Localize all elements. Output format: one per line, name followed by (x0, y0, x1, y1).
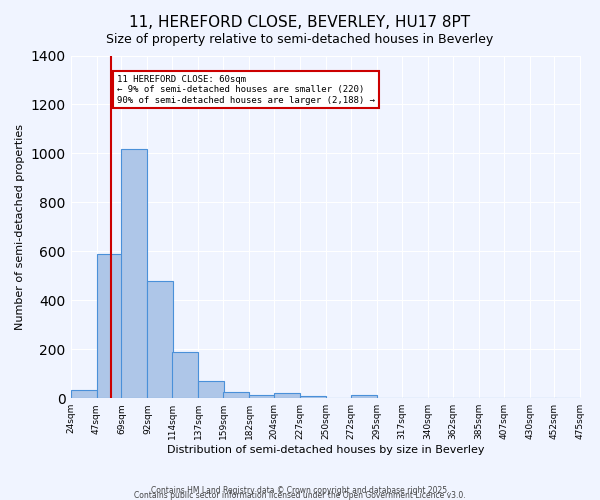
Text: 11, HEREFORD CLOSE, BEVERLEY, HU17 8PT: 11, HEREFORD CLOSE, BEVERLEY, HU17 8PT (130, 15, 470, 30)
Y-axis label: Number of semi-detached properties: Number of semi-detached properties (15, 124, 25, 330)
Bar (121, 148, 148, 398)
Bar (199, 381, 224, 398)
Bar (249, 394, 275, 398)
X-axis label: Distribution of semi-detached houses by size in Beverley: Distribution of semi-detached houses by … (167, 445, 484, 455)
Text: 11 HEREFORD CLOSE: 60sqm
← 9% of semi-detached houses are smaller (220)
90% of s: 11 HEREFORD CLOSE: 60sqm ← 9% of semi-de… (117, 75, 375, 105)
Bar (148, 280, 173, 398)
Bar (300, 396, 326, 398)
Bar (172, 352, 199, 398)
Bar (274, 394, 300, 398)
Text: Size of property relative to semi-detached houses in Beverley: Size of property relative to semi-detach… (106, 32, 494, 46)
Text: Contains HM Land Registry data © Crown copyright and database right 2025.: Contains HM Land Registry data © Crown c… (151, 486, 449, 495)
Text: Contains public sector information licensed under the Open Government Licence v3: Contains public sector information licen… (134, 491, 466, 500)
Bar (223, 392, 249, 398)
Bar (351, 394, 377, 398)
Bar (97, 254, 122, 398)
Bar (71, 390, 97, 398)
